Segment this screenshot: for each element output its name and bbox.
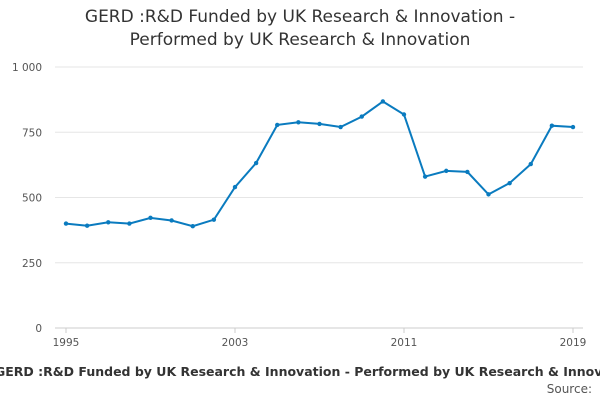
series-group (63, 99, 576, 229)
x-tick-label: 2011 (391, 337, 418, 349)
data-point (401, 112, 407, 117)
chart-title-line-2: Performed by UK Research & Innovation (129, 30, 471, 50)
data-point (127, 221, 132, 226)
source-label: Source: (546, 382, 592, 396)
data-point (296, 120, 301, 125)
chart-title-line-1: GERD :R&D Funded by UK Research & Innova… (84, 7, 516, 27)
data-point (444, 168, 449, 174)
y-tick-label: 1 000 (12, 62, 42, 74)
y-tick-label: 750 (22, 127, 42, 139)
data-point (232, 184, 238, 190)
data-point (507, 180, 512, 186)
data-point (422, 174, 428, 179)
data-point (63, 221, 69, 226)
data-point (570, 124, 576, 130)
data-point (275, 122, 280, 128)
data-point (253, 160, 259, 166)
data-point (380, 99, 386, 104)
y-tick-label: 250 (22, 258, 42, 270)
chart-title: GERD :R&D Funded by UK Research & Innova… (0, 6, 600, 52)
data-point (84, 223, 90, 228)
y-tick-label: 0 (35, 323, 42, 335)
data-point (549, 123, 555, 128)
grid-lines (55, 66, 583, 329)
data-point (106, 220, 111, 225)
data-point (211, 217, 217, 222)
legend-series-text: GERD :R&D Funded by UK Research & Innova… (0, 364, 600, 379)
data-point (528, 161, 533, 167)
x-tick-label: 2019 (560, 337, 587, 349)
data-point (169, 218, 174, 223)
data-point (338, 124, 343, 130)
data-point (359, 114, 364, 119)
x-tick-label: 2003 (222, 337, 249, 349)
x-axis: 1995 2003 2011 2019 (53, 328, 587, 349)
data-point (486, 192, 491, 197)
legend-series-label: GERD :R&D Funded by UK Research & Innova… (0, 364, 600, 379)
series-line (65, 100, 574, 228)
y-axis: 0 250 500 750 1 000 (12, 62, 42, 335)
data-point (317, 121, 322, 127)
data-point (465, 169, 470, 175)
x-tick-label: 1995 (53, 337, 80, 349)
y-tick-label: 500 (22, 193, 42, 205)
data-point (148, 215, 153, 221)
data-point (190, 224, 195, 229)
